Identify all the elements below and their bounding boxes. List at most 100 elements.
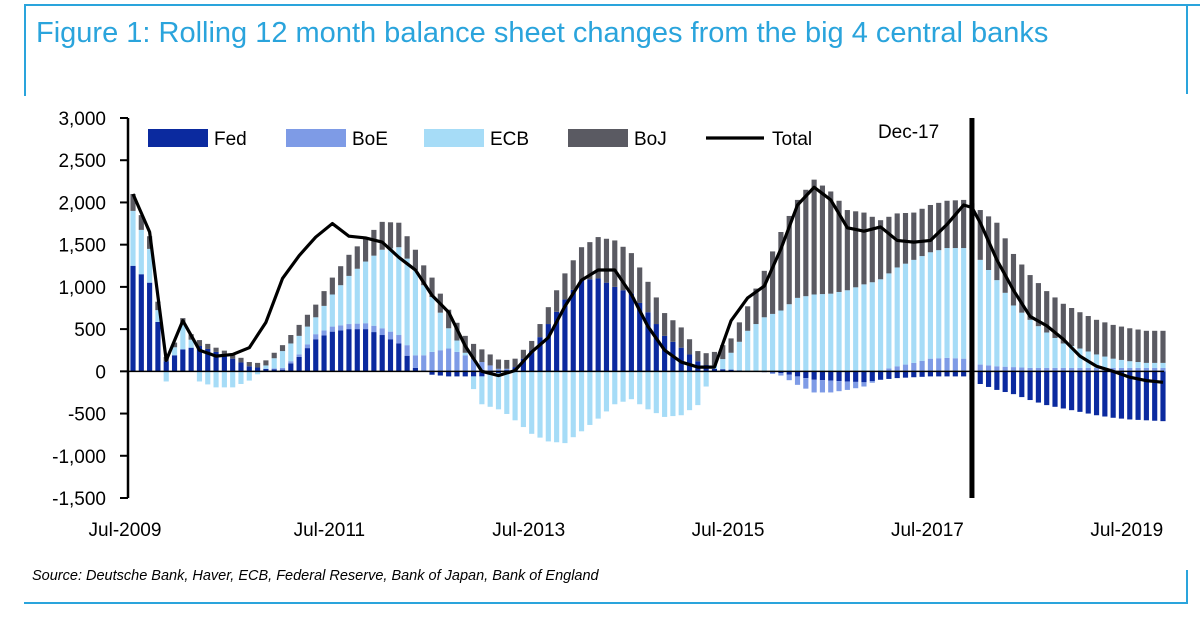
bar-ecb [670,371,676,417]
bar-boe [861,382,867,387]
bar-fed [354,329,360,372]
bar-ecb [778,310,784,372]
bar-boj [1077,312,1083,349]
bar-boe [1127,367,1133,372]
bar-ecb [479,376,485,405]
bar-boj [371,229,377,256]
bar-fed [412,367,418,372]
bar-fed [562,299,568,372]
bar-fed [961,371,967,377]
bar-boj [761,270,767,318]
bar-ecb [728,352,734,370]
bar-fed [894,371,900,379]
bar-boj [487,354,493,366]
bar-ecb [313,317,319,335]
bar-ecb [1069,346,1075,368]
bar-boe [911,362,917,372]
bar-ecb [271,358,277,369]
bar-boj [1002,238,1008,293]
bar-ecb [736,341,742,371]
bar-boj [662,313,668,336]
bar-boe [412,355,418,368]
bar-fed [446,371,452,377]
bar-boj [1093,319,1100,355]
bar-boj [686,339,693,355]
bar-boj [736,322,742,342]
bar-ecb [238,371,244,384]
bar-ecb [819,294,826,372]
bar-fed [720,369,726,372]
bar-fed [794,371,801,377]
bar-ecb [529,371,535,434]
bar-boj [246,362,252,367]
bar-fed [1027,371,1033,401]
bar-boj [578,247,585,281]
bar-ecb [130,210,136,266]
bar-boj [1102,322,1108,357]
bar-boj [936,202,942,251]
bar-ecb [263,365,269,369]
bar-ecb [147,248,153,283]
bar-boj [803,189,809,297]
bar-boe [354,323,360,330]
bar-boj [171,342,178,348]
bar-boj [537,324,543,338]
bar-fed [554,311,560,372]
bar-ecb [404,258,410,346]
bar-ecb [878,279,884,371]
bar-ecb [853,287,859,372]
bar-boj [304,314,311,327]
bar-fed [155,321,161,372]
bar-fed [853,371,859,382]
bar-boe [944,357,950,372]
bar-fed [1152,371,1158,421]
bar-fed [246,366,252,372]
bar-fed [1077,371,1083,412]
bar-boj [853,211,859,288]
bar-ecb [421,285,427,356]
bar-fed [545,324,551,372]
bar-boe [454,351,460,372]
bar-ecb [695,371,701,406]
legend-label-boj: BoJ [634,129,667,150]
bar-boj [869,216,875,283]
bar-ecb [1060,343,1066,368]
y-tick-label: 500 [74,320,106,341]
bar-fed [255,367,261,372]
bar-boe [371,325,377,333]
bar-ecb [163,371,169,382]
bar-fed [338,330,344,372]
bar-fed [180,349,186,372]
bar-boe [803,378,809,389]
bar-ecb [487,374,493,407]
bar-ecb [637,371,643,405]
bar-fed [313,339,319,372]
bar-boj [213,347,219,352]
bar-ecb [446,328,452,349]
bar-ecb [786,304,792,372]
bar-fed [786,371,792,375]
bar-boj [670,320,676,342]
y-tick-label: -1,000 [52,447,106,468]
bar-ecb [803,296,809,372]
bar-fed [470,371,477,377]
bar-boe [919,360,925,372]
bar-boe [504,368,510,371]
bar-ecb [371,255,377,326]
bar-fed [645,312,651,372]
x-tick-label: Jul-2013 [492,520,565,541]
bar-boj [554,290,560,312]
bar-boe [927,358,933,372]
bar-ecb [155,310,161,322]
bar-boj [446,309,452,329]
bar-ecb [396,247,402,336]
bar-ecb [662,371,668,417]
bar-ecb [495,373,502,410]
bar-fed [454,371,460,377]
bar-boe [288,361,294,364]
bar-ecb [1152,362,1158,368]
bar-series-group [130,179,1166,444]
bar-boj [603,238,610,283]
bar-ecb [686,371,693,411]
bar-boj [778,232,784,311]
